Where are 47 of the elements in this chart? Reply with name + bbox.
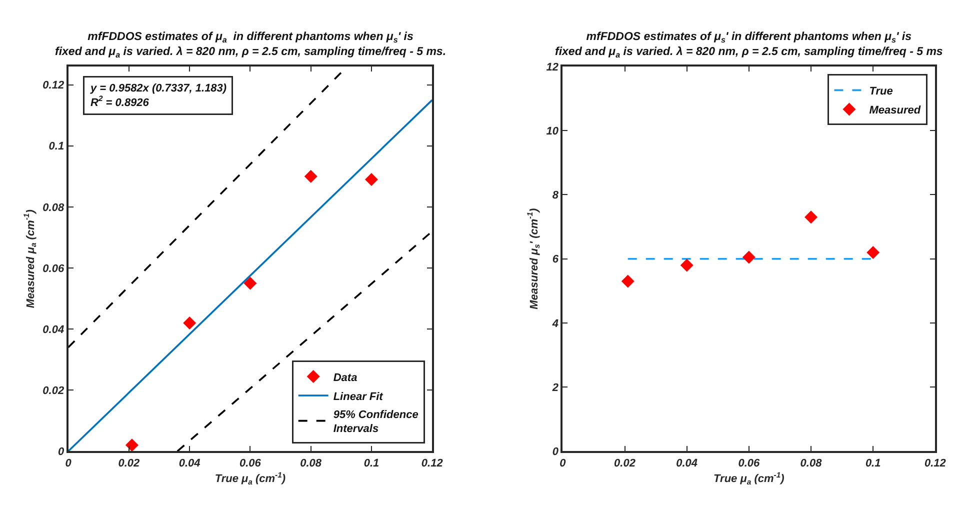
y-tick-label: 0: [58, 446, 65, 458]
x-tick-label: 0.1: [364, 457, 380, 470]
y-tick-label: 2: [551, 382, 558, 394]
legend-label: Linear Fit: [333, 390, 384, 403]
legend-label: True: [869, 85, 893, 98]
point: [183, 316, 196, 330]
point: [804, 210, 818, 224]
x-tick-label: 0.02: [614, 457, 636, 470]
x-tick-label: 0.02: [118, 457, 140, 470]
y-tick-label: 0: [552, 446, 560, 458]
x-tick-label: 0.04: [178, 457, 200, 470]
point: [244, 276, 257, 290]
y-tick-label: 0.1: [48, 140, 64, 153]
y-tick-label: 0.02: [42, 384, 64, 397]
x-tick-label: 0.12: [924, 457, 946, 470]
legend-label: 95% Confidence Intervals: [333, 408, 418, 436]
y-tick-label: 4: [551, 318, 558, 330]
point: [304, 170, 318, 183]
y-tick-label: 6: [552, 254, 560, 266]
chart-title: mfFDDOS estimates of μ$_{s}$' in different phantoms when μ$_{s}$' is fixed and μ$_{a}$ is varied. λ = 820 nm, ρ = 2.5 cm, sampling time/freq - 5 ms: [555, 31, 943, 60]
x-tick-label: 0.04: [676, 457, 698, 470]
point: [680, 258, 694, 272]
point: [866, 246, 880, 259]
point: [742, 250, 756, 264]
x-axis-title: True μ$_{a}$ (cm$^{-1}$): [714, 470, 785, 486]
x-tick-label: 0.12: [421, 457, 443, 470]
x-tick-label: 0.06: [738, 457, 760, 470]
y-tick-label: 0.08: [42, 202, 65, 214]
x-tick-label: 0.1: [865, 457, 881, 470]
y-tick-label: 0.06: [42, 262, 65, 275]
point: [125, 438, 138, 452]
y-tick-label: 12: [546, 61, 558, 74]
x-tick-label: 0.08: [300, 457, 322, 470]
x-tick-label: 0.06: [239, 457, 262, 470]
chart-title: mfFDDOS estimates of μ$_{a}$ in different phantoms when μ$_{s}$' is fixed and μ$_{a}$ is varied. λ = 820 nm, ρ = 2.5 cm, sampling time/freq - 5 ms.: [55, 31, 446, 60]
x-tick-label: 0.08: [800, 457, 823, 470]
annotation: y = 0.9582x (0.7337, 1.183): [90, 82, 227, 94]
legend-label: Data: [333, 372, 358, 384]
point: [364, 172, 378, 186]
y-tick-label: 10: [546, 125, 560, 138]
y-tick-label: 0.04: [42, 324, 64, 336]
point: [621, 274, 634, 288]
y-tick-label: 0.12: [42, 80, 64, 92]
x-axis-title: True μ$_{a}$ (cm$^{-1}$): [214, 470, 286, 486]
y-tick-label: 8: [552, 190, 560, 202]
legend-label: Measured: [869, 104, 921, 116]
annotation: R$^{2}$ = 0.8926: [90, 94, 150, 109]
